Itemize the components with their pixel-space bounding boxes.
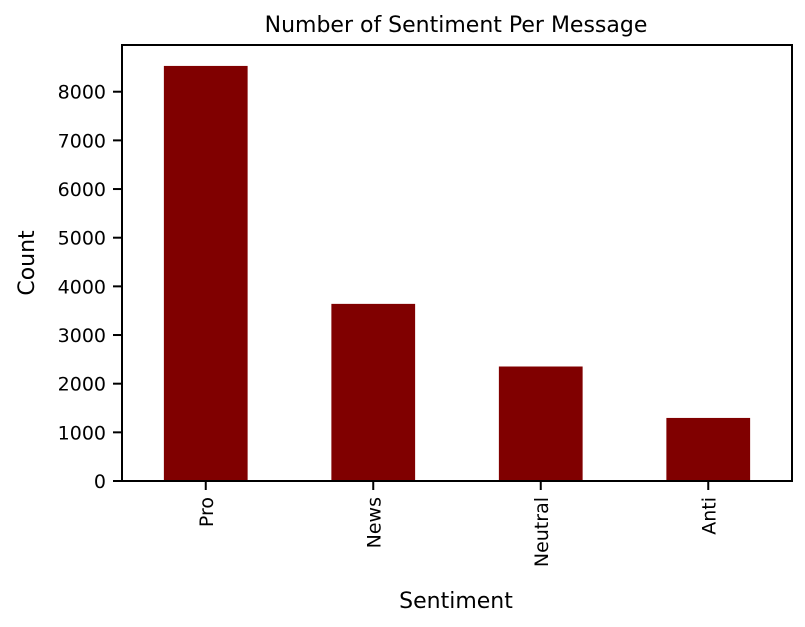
x-axis-label: Sentiment [399, 589, 513, 614]
y-tick-label: 1000 [58, 422, 106, 444]
chart-title: Number of Sentiment Per Message [265, 13, 648, 38]
y-axis-ticks: 0 1000 2000 3000 4000 5000 6000 7000 8000 [58, 82, 122, 493]
y-axis-label: Count [15, 230, 40, 296]
y-tick-label: 7000 [58, 130, 106, 152]
x-tick-label-anti: Anti [698, 497, 720, 535]
y-tick-label: 5000 [58, 228, 106, 250]
bars-layer [163, 65, 751, 482]
y-tick-label: 0 [94, 471, 106, 493]
x-tick-label-pro: Pro [196, 497, 218, 527]
bar-neutral [498, 366, 583, 481]
x-tick-label-neutral: Neutral [531, 497, 553, 567]
plot-frame [121, 44, 793, 482]
y-tick-label: 4000 [58, 276, 106, 298]
bar-pro [163, 65, 248, 482]
x-tick-label-news: News [363, 497, 385, 548]
y-tick-label: 6000 [58, 179, 106, 201]
y-tick-label: 2000 [58, 374, 106, 396]
bar-anti [666, 417, 751, 481]
x-axis-ticks: Pro News Neutral Anti [196, 481, 720, 567]
y-tick-label: 3000 [58, 325, 106, 347]
y-tick-label: 8000 [58, 82, 106, 104]
bar-news [331, 303, 416, 481]
